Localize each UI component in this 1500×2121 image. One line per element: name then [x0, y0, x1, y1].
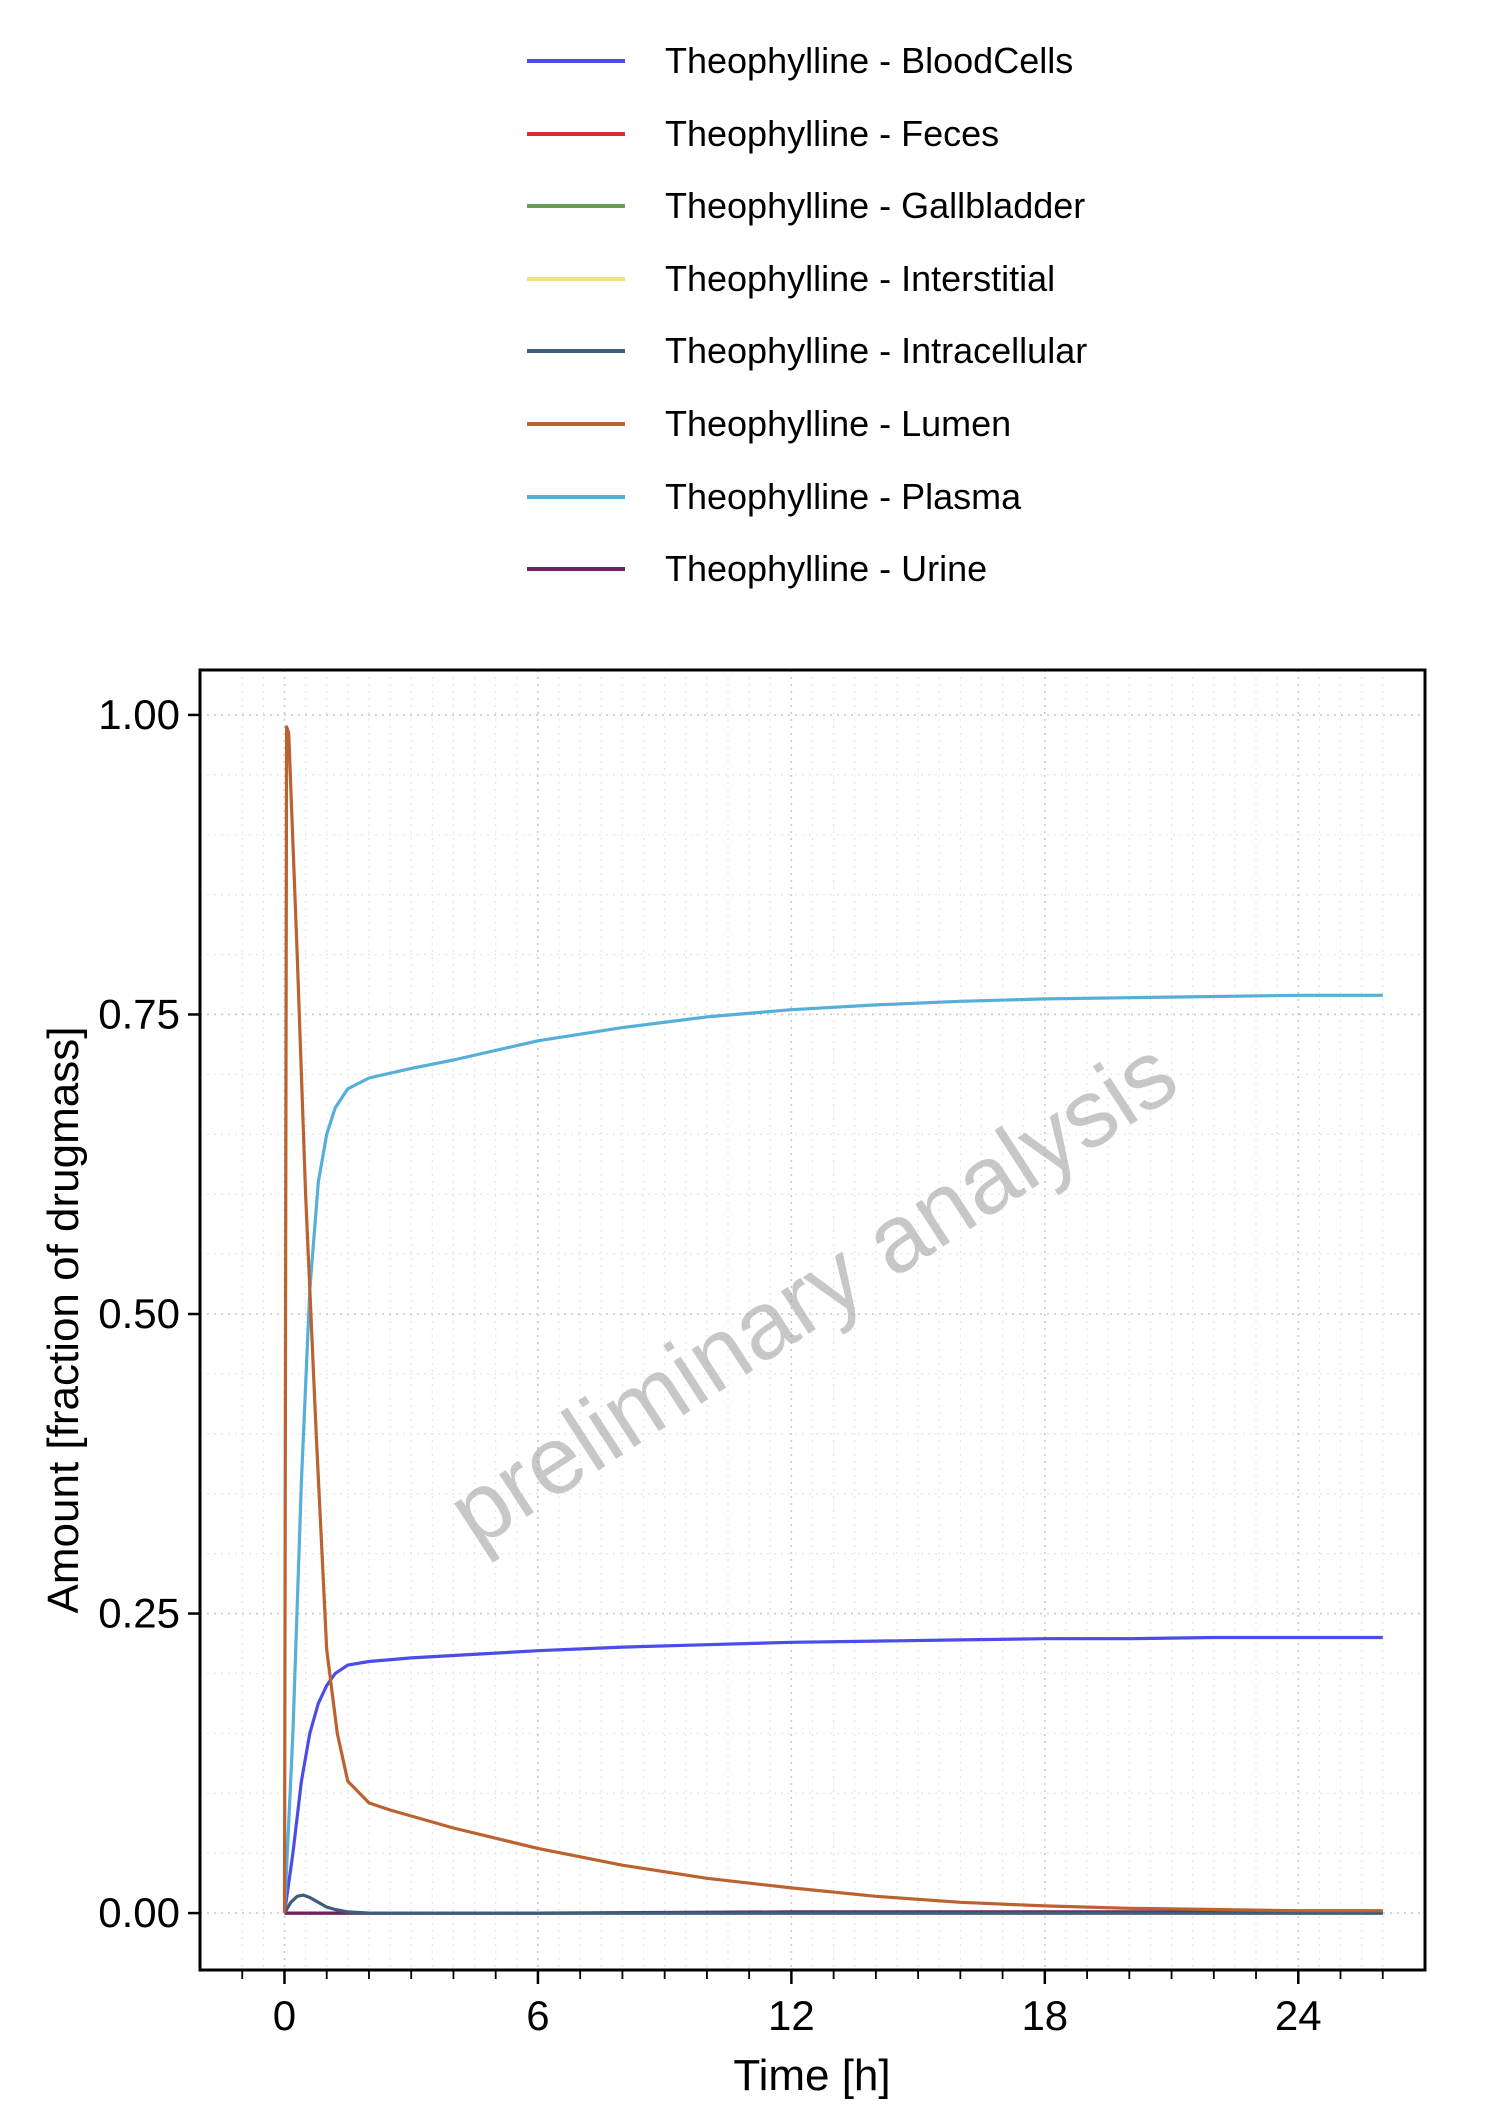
legend: Theophylline - BloodCells Theophylline - … [525, 30, 1225, 611]
watermark: preliminary analysis [430, 1018, 1195, 1567]
legend-label: Theophylline - Feces [665, 112, 1000, 154]
x-axis-title: Time [h] [733, 2051, 890, 2100]
series-lines [282, 725, 1383, 1915]
legend-label: Theophylline - BloodCells [665, 40, 1074, 81]
axes: 0.00 0.25 0.50 0.75 1.00 0 6 12 18 24 [98, 691, 1384, 2039]
x-tick-label: 0 [273, 1992, 296, 2039]
legend-swatch [527, 276, 625, 281]
y-tick-label: 1.00 [98, 691, 180, 738]
legend-swatch [527, 204, 625, 209]
legend-label: Theophylline - Gallbladder [665, 185, 1086, 227]
legend-item: Theophylline - Feces [525, 103, 1225, 176]
series-line-6 [282, 725, 1383, 1914]
legend-item: Theophylline - Urine [525, 538, 1225, 611]
series-line-1 [282, 1635, 1383, 1914]
legend-item: Theophylline - Plasma [525, 466, 1225, 539]
legend-label: Theophylline - Lumen [665, 402, 1012, 444]
legend-item: Theophylline - Gallbladder [525, 175, 1225, 248]
legend-label: Theophylline - Interstitial [665, 257, 1056, 299]
series-line-5 [283, 1893, 1383, 1915]
x-tick-label: 6 [526, 1992, 549, 2039]
legend-item: Theophylline - Interstitial [525, 248, 1225, 321]
legend-swatch [527, 59, 625, 63]
legend-swatch [527, 421, 625, 426]
legend-swatch [527, 494, 625, 499]
x-tick-label: 12 [768, 1992, 815, 2039]
legend-item: Theophylline - BloodCells [525, 30, 1225, 103]
legend-item: Theophylline - Lumen [525, 393, 1225, 466]
legend-swatch [527, 567, 625, 572]
y-tick-label: 0.50 [98, 1290, 180, 1337]
y-tick-label: 0.25 [98, 1590, 180, 1637]
y-tick-label: 0.75 [98, 990, 180, 1037]
y-tick-label: 0.00 [98, 1889, 180, 1936]
x-tick-label: 24 [1275, 1992, 1322, 2039]
legend-item: Theophylline - Intracellular [525, 320, 1225, 393]
legend-label: Theophylline - Urine [665, 548, 988, 590]
x-tick-label: 18 [1021, 1992, 1068, 2039]
y-axis-title: Amount [fraction of drugmass] [39, 1027, 88, 1614]
legend-label: Theophylline - Intracellular [665, 330, 1088, 372]
legend-label: Theophylline - Plasma [665, 475, 1022, 517]
legend-swatch [527, 349, 625, 354]
plot-panel-border [198, 668, 1427, 1972]
legend-swatch [527, 131, 625, 136]
series-line-7 [282, 993, 1383, 1914]
